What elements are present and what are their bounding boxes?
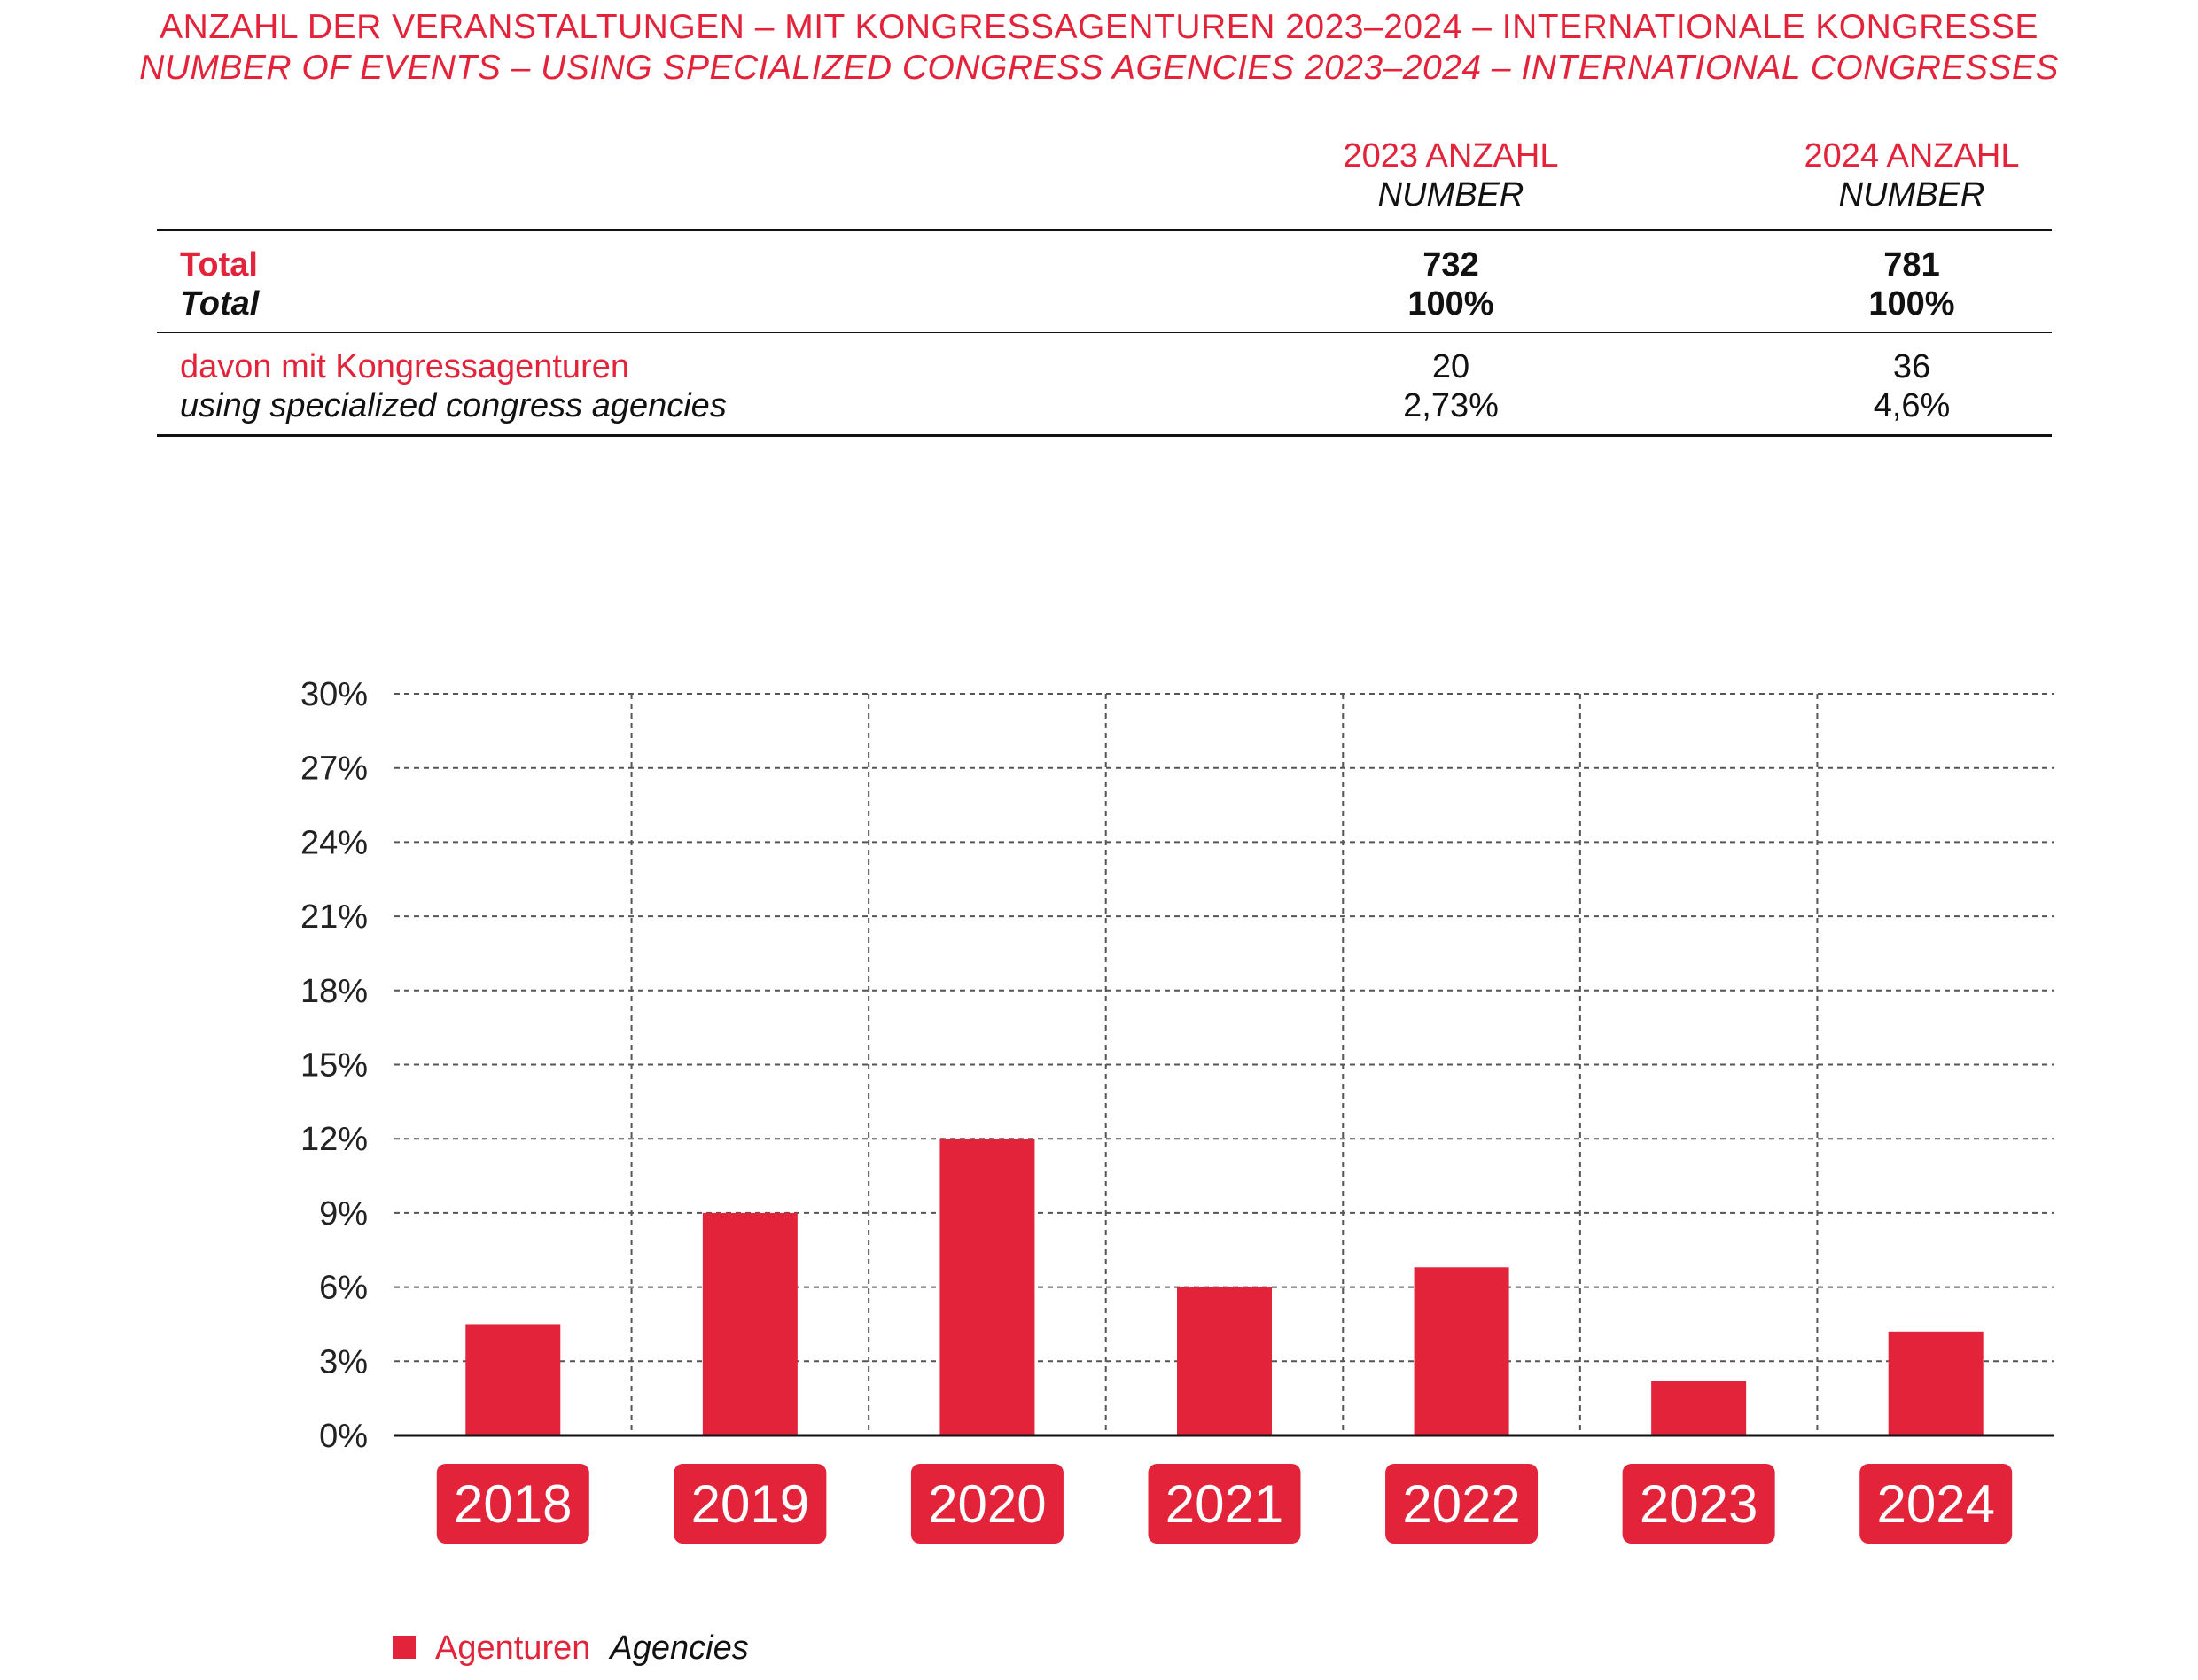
x-tick-label: 2020 — [928, 1474, 1046, 1534]
total-2023: 732 100% — [1327, 245, 1575, 323]
chart-legend: Agenturen Agencies — [393, 1627, 749, 1669]
y-tick-label: 27% — [300, 751, 368, 788]
row-label-total: Total Total — [180, 245, 259, 323]
table-row-agencies: davon mit Kongressagenturen using specia… — [157, 332, 2052, 437]
y-tick-label: 24% — [300, 824, 368, 861]
x-tick-label: 2024 — [1876, 1474, 1994, 1534]
agencies-2023: 20 2,73% — [1327, 347, 1575, 425]
row-label-total-en: Total — [180, 285, 260, 323]
total-2024: 781 100% — [1788, 245, 2036, 323]
column-header-2024-de: 2024 ANZAHL — [1804, 137, 2020, 175]
column-header-2024-en: NUMBER — [1838, 176, 1985, 214]
y-tick-label: 6% — [319, 1270, 368, 1307]
bar-2020 — [939, 1139, 1035, 1435]
y-tick-label: 21% — [300, 898, 368, 936]
x-tick-label: 2018 — [454, 1474, 572, 1534]
summary-table: 2023 ANZAHL NUMBER 2024 ANZAHL NUMBER To… — [157, 131, 2052, 437]
x-tick-label: 2019 — [691, 1474, 809, 1534]
table-row-total: Total Total 732 100% 781 100% — [157, 229, 2052, 332]
x-tick-label: 2022 — [1402, 1474, 1520, 1534]
y-tick-label: 0% — [319, 1418, 368, 1455]
bar-chart: 0% 3% 6% 9% 12% 15% 18% 21% 24% 27% 30% 2018 2019 202… — [300, 676, 2054, 1544]
row-label-agencies-de: davon mit Kongressagenturen — [180, 348, 629, 385]
total-2024-count: 781 — [1883, 246, 1940, 284]
y-tick-label: 3% — [319, 1343, 368, 1381]
column-header-2023-en: NUMBER — [1377, 176, 1524, 214]
title-german: ANZAHL DER VERANSTALTUNGEN – MIT KONGRES… — [160, 8, 2038, 46]
title-english: NUMBER OF EVENTS – USING SPECIALIZED CON… — [139, 49, 2059, 87]
category-pill — [1622, 1464, 1775, 1544]
column-header-2023: 2023 ANZAHL NUMBER — [1327, 136, 1575, 214]
bar-2019 — [702, 1212, 798, 1435]
agencies-2024-percent: 4,6% — [1873, 387, 1951, 424]
y-tick-label: 15% — [300, 1047, 368, 1085]
table-header-row: 2023 ANZAHL NUMBER 2024 ANZAHL NUMBER — [157, 131, 2052, 229]
y-tick-label: 12% — [300, 1121, 368, 1158]
axis-labels: 0% 3% 6% 9% 12% 15% 18% 21% 24% 27% 30% 2018 2019 202… — [300, 676, 2013, 1544]
column-header-2024: 2024 ANZAHL NUMBER — [1788, 136, 2036, 214]
agencies-2023-percent: 2,73% — [1403, 387, 1499, 424]
agencies-2024: 36 4,6% — [1788, 347, 2036, 425]
bar-2018 — [465, 1324, 561, 1435]
y-tick-label: 30% — [300, 676, 368, 713]
category-pill — [1385, 1464, 1539, 1544]
x-tick-label: 2023 — [1640, 1474, 1758, 1534]
legend-label-de: Agenturen — [435, 1629, 591, 1667]
legend-swatch — [393, 1635, 416, 1659]
total-2023-count: 732 — [1422, 246, 1479, 284]
column-header-2023-de: 2023 ANZAHL — [1343, 137, 1559, 175]
bar-2023 — [1651, 1381, 1747, 1435]
bars — [465, 1139, 1984, 1435]
category-pill — [910, 1464, 1064, 1544]
category-pill — [436, 1464, 589, 1544]
y-tick-label: 18% — [300, 973, 368, 1010]
category-pill — [1859, 1464, 2013, 1544]
legend-label-en: Agencies — [610, 1629, 749, 1667]
x-tick-label: 2021 — [1165, 1474, 1283, 1534]
total-2023-percent: 100% — [1407, 285, 1494, 323]
category-pill — [674, 1464, 827, 1544]
row-label-agencies-en: using specialized congress agencies — [180, 387, 727, 424]
total-2024-percent: 100% — [1868, 285, 1955, 323]
bar-2024 — [1888, 1331, 1984, 1435]
category-pill — [1148, 1464, 1301, 1544]
row-label-total-de: Total — [180, 246, 258, 284]
bar-2021 — [1177, 1287, 1272, 1435]
bar-2022 — [1414, 1267, 1509, 1435]
y-tick-label: 9% — [319, 1195, 368, 1233]
chart-title: ANZAHL DER VERANSTALTUNGEN – MIT KONGRES… — [0, 7, 2198, 89]
agencies-2024-count: 36 — [1892, 348, 1931, 385]
agencies-2023-count: 20 — [1431, 348, 1470, 385]
row-label-agencies: davon mit Kongressagenturen using specia… — [180, 347, 727, 425]
